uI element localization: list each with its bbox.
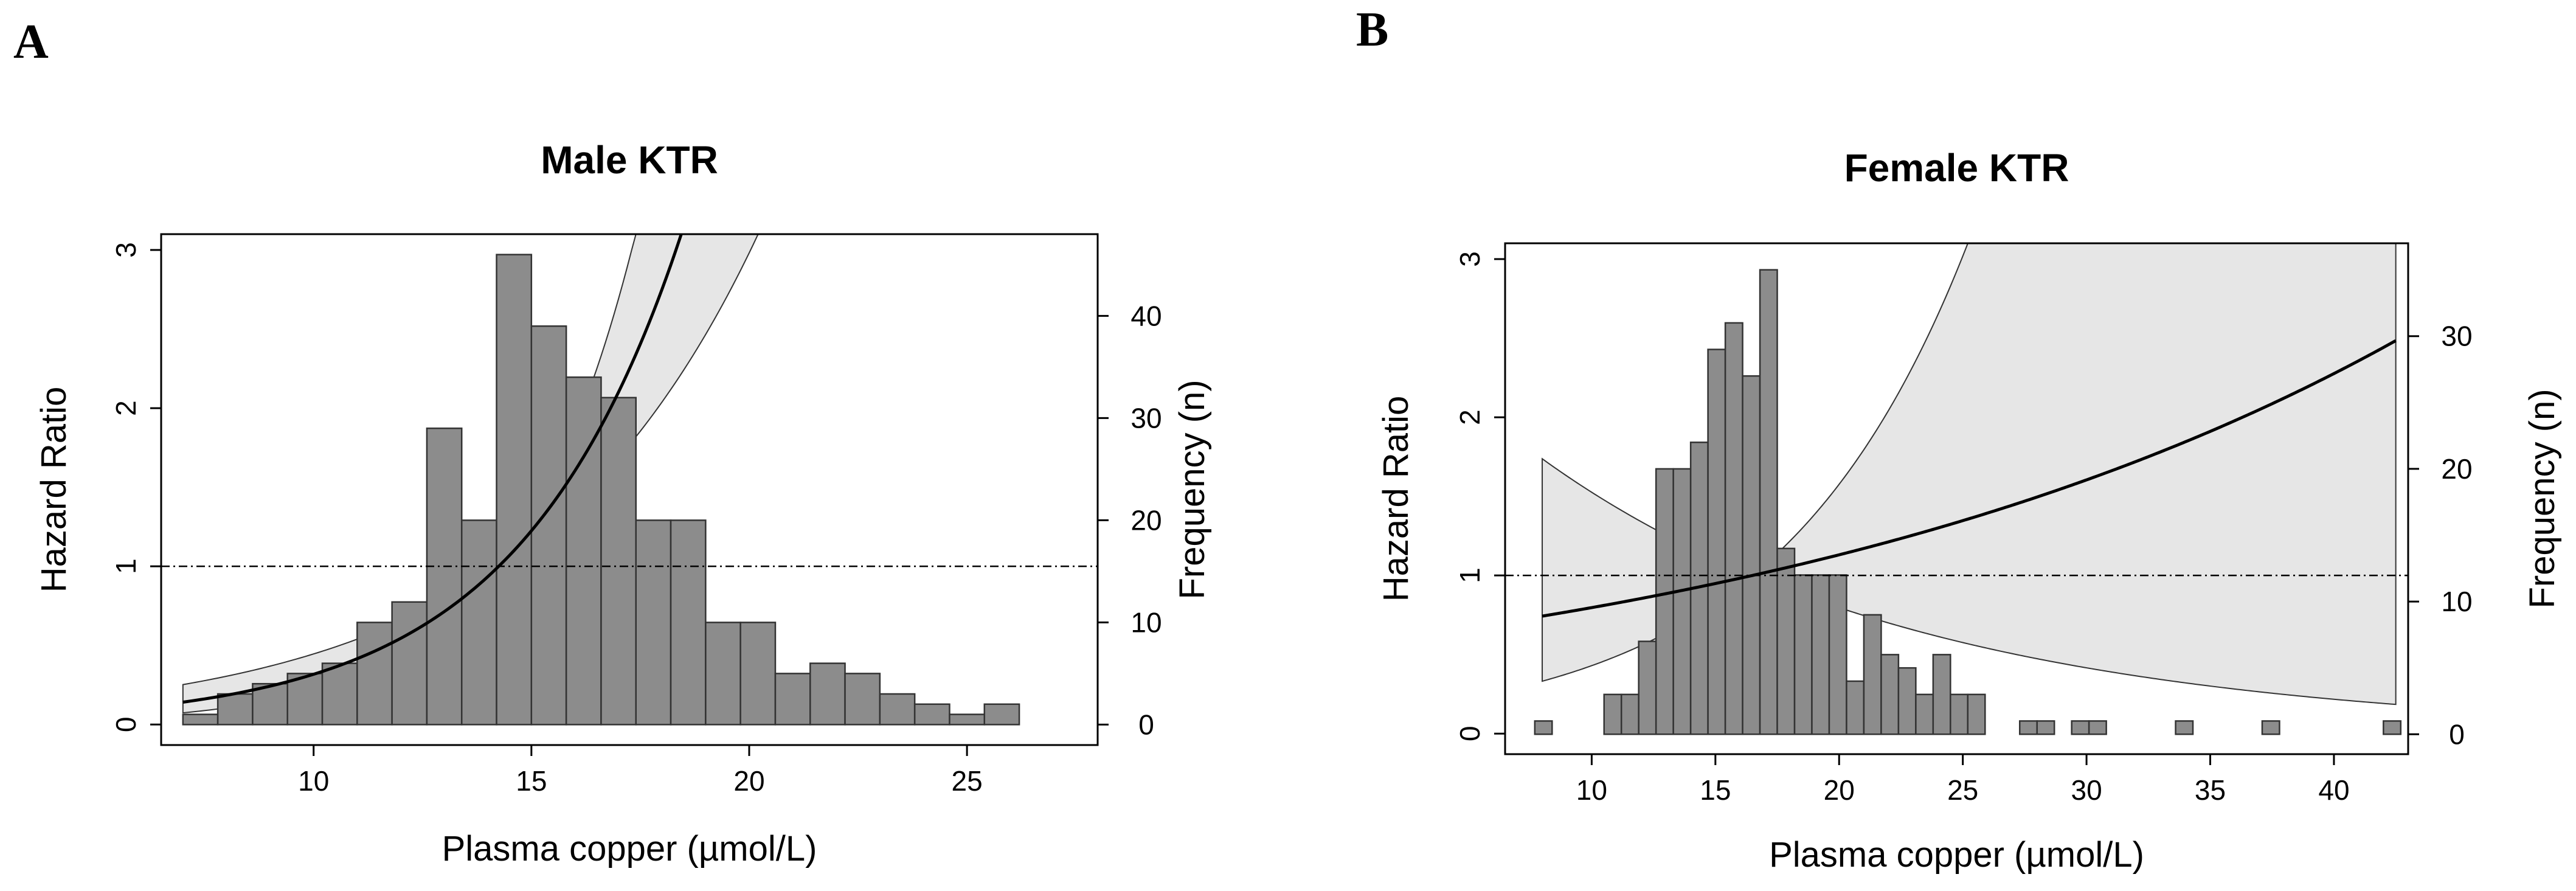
histogram-bar <box>635 519 672 726</box>
histogram-bar <box>1776 547 1796 735</box>
histogram-bar <box>949 713 986 726</box>
histogram-bar <box>1811 574 1830 735</box>
histogram-bar <box>391 601 428 726</box>
histogram-bar <box>565 376 602 726</box>
histogram-bar <box>2071 720 2090 735</box>
y-tick-label: 0 <box>110 716 142 732</box>
y-tick-label: 2 <box>1454 409 1486 425</box>
hazard-ratio-curve <box>182 234 683 704</box>
histogram-bar <box>286 673 324 726</box>
plot-frame <box>1504 242 2409 755</box>
histogram-bar <box>2383 720 2402 735</box>
histogram-bar <box>983 703 1020 726</box>
histogram-bar <box>774 673 811 726</box>
y-tick-label: 2 <box>110 400 142 416</box>
histogram-bar <box>1742 375 1761 735</box>
histogram-bar <box>1534 720 1553 735</box>
histogram-bar <box>1638 640 1657 735</box>
x-tick-label: 15 <box>1700 774 1731 806</box>
y2-tick-label: 30 <box>2441 321 2472 352</box>
y-tick-label: 0 <box>1454 726 1486 741</box>
y2-tick-label: 30 <box>1130 402 1162 434</box>
histogram-bar <box>216 693 254 726</box>
x-tick-label: 20 <box>733 765 764 797</box>
x-tick-label: 25 <box>1947 774 1978 806</box>
histogram-bar <box>739 622 777 726</box>
histogram-bar <box>1603 693 1622 735</box>
y2-tick-label: 40 <box>1130 300 1162 331</box>
x-tick-label: 10 <box>1576 774 1607 806</box>
y-axis-label: Hazard Ratio <box>34 387 74 592</box>
hazard-ratio-curve <box>1542 339 2397 618</box>
histogram-bar <box>2036 720 2055 735</box>
y2-axis-label: Frequency (n) <box>1172 380 1212 599</box>
histogram-bar <box>1620 693 1639 735</box>
plot-area <box>1505 243 2408 735</box>
histogram-bar <box>705 622 741 726</box>
plot-area <box>161 234 1098 726</box>
x-tick-label: 35 <box>2195 774 2226 806</box>
histogram-bar <box>2018 720 2038 735</box>
histogram-bar <box>1967 693 1986 735</box>
histogram-bar <box>1915 693 1934 735</box>
y2-tick-label: 20 <box>2441 453 2472 485</box>
histogram-bar <box>2088 720 2107 735</box>
x-tick-label: 15 <box>516 765 547 797</box>
histogram-bar <box>182 713 219 726</box>
histogram-bar <box>1828 574 1847 735</box>
histogram-bar <box>1846 680 1865 735</box>
y-tick-label: 3 <box>110 242 142 258</box>
x-tick-label: 40 <box>2318 774 2349 806</box>
histogram-bar <box>426 427 463 726</box>
histogram-bar <box>600 397 637 726</box>
histogram-bar <box>1880 654 1900 735</box>
histogram-bar <box>1707 348 1726 735</box>
histogram-bar <box>670 519 707 726</box>
histogram-bar <box>1655 468 1674 735</box>
histogram-bar <box>809 662 846 726</box>
y2-axis-label: Frequency (n) <box>2522 389 2562 608</box>
histogram-bar <box>1793 574 1813 735</box>
chart-title: Female KTR <box>1844 146 2069 190</box>
x-axis-label: Plasma copper (µmol/L) <box>442 829 817 868</box>
histogram-bar <box>1759 269 1778 735</box>
y2-tick-label: 10 <box>1130 606 1162 638</box>
histogram-bar <box>321 662 358 726</box>
x-tick-label: 10 <box>298 765 329 797</box>
y-tick-label: 1 <box>1454 567 1486 583</box>
histogram-bar <box>1863 614 1882 735</box>
histogram-bar <box>2261 720 2280 735</box>
histogram-bar <box>356 622 393 726</box>
histogram-bar <box>1950 693 1969 735</box>
histogram-bar <box>879 693 916 726</box>
x-tick-label: 25 <box>952 765 983 797</box>
histogram-bar <box>913 703 950 726</box>
histogram-bar <box>1897 667 1917 735</box>
chart-title: Male KTR <box>541 138 718 182</box>
histogram-bar <box>1724 322 1743 735</box>
y2-tick-label: 0 <box>1138 709 1154 740</box>
x-tick-label: 20 <box>1824 774 1855 806</box>
histogram-bar <box>1672 468 1692 735</box>
y2-tick-label: 0 <box>2449 718 2465 750</box>
histogram-bar <box>496 254 533 726</box>
panel-letter-a: A <box>13 15 49 69</box>
y-tick-label: 3 <box>1454 251 1486 267</box>
histogram-bar <box>2175 720 2194 735</box>
y-axis-label: Hazard Ratio <box>1376 396 1416 602</box>
y2-tick-label: 10 <box>2441 586 2472 617</box>
histogram-bar <box>1932 654 1951 735</box>
y2-tick-label: 20 <box>1130 504 1162 536</box>
histogram-bar <box>460 519 497 726</box>
x-tick-label: 30 <box>2071 774 2102 806</box>
x-axis-label: Plasma copper (µmol/L) <box>1769 835 2144 875</box>
plot-frame <box>160 233 1099 746</box>
y-tick-label: 1 <box>110 558 142 574</box>
histogram-bar <box>844 673 881 726</box>
panel-letter-b: B <box>1356 3 1388 57</box>
